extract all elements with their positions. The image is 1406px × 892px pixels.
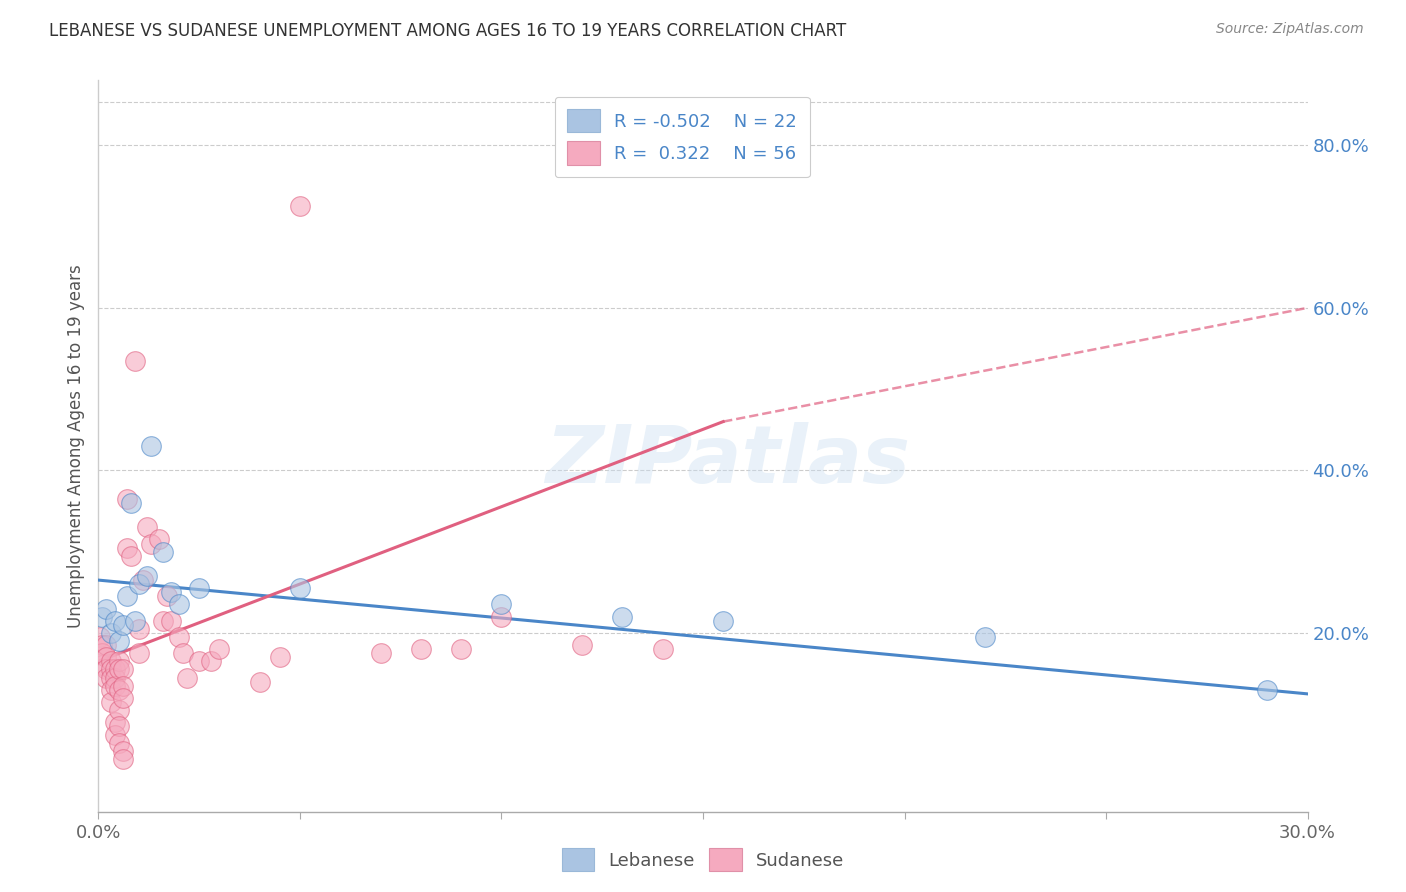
Point bbox=[152, 614, 174, 628]
Point bbox=[120, 496, 142, 510]
Point bbox=[651, 642, 673, 657]
Point bbox=[132, 573, 155, 587]
Point bbox=[111, 690, 134, 705]
Point bbox=[96, 601, 118, 615]
Point bbox=[96, 663, 118, 677]
Point bbox=[176, 671, 198, 685]
Point bbox=[107, 682, 129, 697]
Point bbox=[491, 598, 513, 612]
Point bbox=[135, 520, 157, 534]
Point bbox=[167, 630, 190, 644]
Point bbox=[107, 654, 129, 668]
Point bbox=[103, 715, 125, 730]
Point bbox=[103, 671, 125, 685]
Point bbox=[100, 663, 122, 677]
Point bbox=[200, 654, 222, 668]
Point bbox=[1256, 682, 1278, 697]
Point bbox=[91, 658, 114, 673]
Point bbox=[111, 663, 134, 677]
Point bbox=[124, 614, 146, 628]
Point bbox=[249, 674, 271, 689]
Text: LEBANESE VS SUDANESE UNEMPLOYMENT AMONG AGES 16 TO 19 YEARS CORRELATION CHART: LEBANESE VS SUDANESE UNEMPLOYMENT AMONG … bbox=[49, 22, 846, 40]
Point bbox=[107, 634, 129, 648]
Legend: R = -0.502    N = 22, R =  0.322    N = 56: R = -0.502 N = 22, R = 0.322 N = 56 bbox=[555, 96, 810, 178]
Point bbox=[96, 671, 118, 685]
Point bbox=[96, 638, 118, 652]
Point bbox=[100, 695, 122, 709]
Point bbox=[148, 533, 170, 547]
Point bbox=[100, 682, 122, 697]
Point bbox=[115, 491, 138, 506]
Point bbox=[107, 736, 129, 750]
Point bbox=[612, 609, 634, 624]
Point bbox=[288, 199, 311, 213]
Point bbox=[167, 598, 190, 612]
Point bbox=[128, 622, 150, 636]
Point bbox=[100, 626, 122, 640]
Point bbox=[91, 646, 114, 660]
Point bbox=[188, 654, 211, 668]
Text: ZIPatlas: ZIPatlas bbox=[544, 422, 910, 500]
Point bbox=[103, 614, 125, 628]
Point bbox=[107, 703, 129, 717]
Point bbox=[103, 727, 125, 741]
Point bbox=[152, 544, 174, 558]
Point bbox=[370, 646, 392, 660]
Point bbox=[288, 581, 311, 595]
Point bbox=[89, 630, 111, 644]
Point bbox=[107, 663, 129, 677]
Point bbox=[160, 614, 183, 628]
Point bbox=[111, 744, 134, 758]
Point bbox=[128, 646, 150, 660]
Point bbox=[208, 642, 231, 657]
Point bbox=[450, 642, 472, 657]
Point bbox=[156, 590, 179, 604]
Point bbox=[103, 663, 125, 677]
Point bbox=[188, 581, 211, 595]
Point bbox=[100, 671, 122, 685]
Point bbox=[571, 638, 593, 652]
Legend: Lebanese, Sudanese: Lebanese, Sudanese bbox=[554, 841, 852, 879]
Point bbox=[115, 541, 138, 555]
Point bbox=[111, 617, 134, 632]
Point bbox=[139, 439, 162, 453]
Point bbox=[135, 569, 157, 583]
Point bbox=[269, 650, 291, 665]
Y-axis label: Unemployment Among Ages 16 to 19 years: Unemployment Among Ages 16 to 19 years bbox=[66, 264, 84, 628]
Point bbox=[120, 549, 142, 563]
Point bbox=[96, 650, 118, 665]
Point bbox=[103, 679, 125, 693]
Point bbox=[139, 536, 162, 550]
Point bbox=[711, 614, 734, 628]
Point bbox=[124, 353, 146, 368]
Point bbox=[91, 609, 114, 624]
Point bbox=[91, 638, 114, 652]
Point bbox=[111, 752, 134, 766]
Point bbox=[491, 609, 513, 624]
Point bbox=[974, 630, 997, 644]
Point bbox=[100, 654, 122, 668]
Point bbox=[107, 719, 129, 733]
Point bbox=[115, 590, 138, 604]
Point bbox=[409, 642, 432, 657]
Text: Source: ZipAtlas.com: Source: ZipAtlas.com bbox=[1216, 22, 1364, 37]
Point bbox=[160, 585, 183, 599]
Point bbox=[111, 679, 134, 693]
Point bbox=[128, 577, 150, 591]
Point bbox=[172, 646, 194, 660]
